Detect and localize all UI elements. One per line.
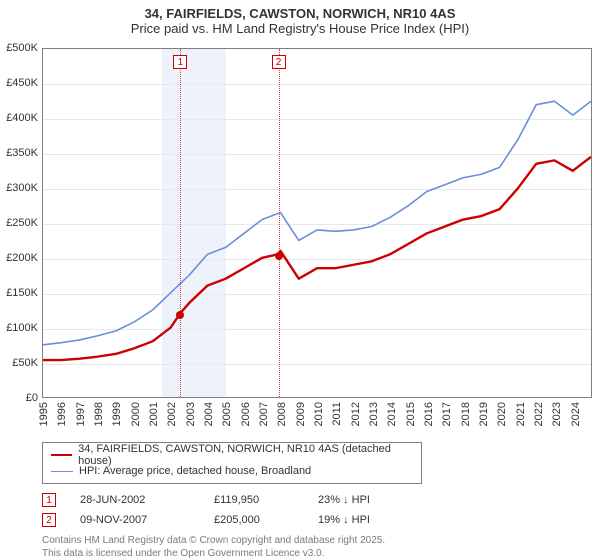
x-tick-label: 2014 [386, 402, 398, 426]
legend-swatch [51, 454, 72, 456]
y-tick-label: £450K [6, 77, 38, 89]
title-address: 34, FAIRFIELDS, CAWSTON, NORWICH, NR10 4… [0, 6, 600, 21]
sale-marker-box: 2 [272, 55, 286, 69]
series-hpi [43, 101, 591, 345]
x-tick-label: 2021 [515, 402, 527, 426]
x-tick-label: 1997 [75, 402, 87, 426]
x-tick-label: 2024 [570, 402, 582, 426]
sales-table: 1 28-JUN-2002 £119,950 23% ↓ HPI 2 09-NOV-200… [42, 490, 580, 530]
x-tick-label: 2017 [441, 402, 453, 426]
y-tick-label: £350K [6, 147, 38, 159]
y-tick-label: £400K [6, 112, 38, 124]
title-subtitle: Price paid vs. HM Land Registry's House … [0, 21, 600, 36]
y-axis: £0£50K£100K£150K£200K£250K£300K£350K£400… [0, 48, 40, 398]
sale-date: 28-JUN-2002 [80, 494, 190, 506]
x-tick-label: 2018 [460, 402, 472, 426]
chart-title: 34, FAIRFIELDS, CAWSTON, NORWICH, NR10 4… [0, 0, 600, 38]
x-tick-label: 1996 [56, 402, 68, 426]
y-tick-label: £250K [6, 217, 38, 229]
x-tick-label: 2007 [258, 402, 270, 426]
x-tick-label: 2019 [478, 402, 490, 426]
x-tick-label: 2000 [130, 402, 142, 426]
y-tick-label: £0 [26, 392, 38, 404]
x-axis: 1995199619971998199920002001200220032004… [42, 398, 592, 438]
x-tick-label: 2003 [185, 402, 197, 426]
x-tick-label: 2023 [551, 402, 563, 426]
legend-label: 34, FAIRFIELDS, CAWSTON, NORWICH, NR10 4… [78, 443, 413, 467]
sale-marker-line [180, 49, 181, 397]
sale-index-box: 2 [42, 513, 56, 527]
x-tick-label: 1998 [93, 402, 105, 426]
x-tick-label: 2010 [313, 402, 325, 426]
y-tick-label: £300K [6, 182, 38, 194]
x-tick-label: 2016 [423, 402, 435, 426]
sales-row: 1 28-JUN-2002 £119,950 23% ↓ HPI [42, 490, 580, 510]
line-layer [43, 49, 591, 397]
x-tick-label: 2012 [350, 402, 362, 426]
y-tick-label: £150K [6, 287, 38, 299]
footer-attribution: Contains HM Land Registry data © Crown c… [42, 534, 580, 560]
x-tick-label: 2013 [368, 402, 380, 426]
x-tick-label: 2006 [240, 402, 252, 426]
sale-index-box: 1 [42, 493, 56, 507]
x-tick-label: 1999 [111, 402, 123, 426]
series-property [43, 157, 591, 360]
x-tick-label: 2022 [533, 402, 545, 426]
sale-date: 09-NOV-2007 [80, 514, 190, 526]
sale-dot [176, 311, 184, 319]
sales-row: 2 09-NOV-2007 £205,000 19% ↓ HPI [42, 510, 580, 530]
plot-area: 12 [42, 48, 592, 398]
y-tick-label: £100K [6, 322, 38, 334]
x-tick-label: 2020 [496, 402, 508, 426]
x-tick-label: 2009 [295, 402, 307, 426]
x-tick-label: 2002 [166, 402, 178, 426]
sale-price: £119,950 [214, 494, 294, 506]
x-tick-label: 2011 [331, 402, 343, 426]
y-tick-label: £500K [6, 42, 38, 54]
x-tick-label: 2005 [221, 402, 233, 426]
x-tick-label: 1995 [38, 402, 50, 426]
chart: £0 £50K £100K £150K £200K £250K £300K £350K £400… [0, 38, 600, 438]
sale-dot [275, 252, 283, 260]
legend: 34, FAIRFIELDS, CAWSTON, NORWICH, NR10 4… [42, 442, 422, 484]
legend-item: 34, FAIRFIELDS, CAWSTON, NORWICH, NR10 4… [51, 447, 413, 463]
legend-label: HPI: Average price, detached house, Broa… [79, 465, 311, 477]
sale-delta: 23% ↓ HPI [318, 494, 418, 506]
legend-swatch [51, 471, 73, 472]
x-tick-label: 2004 [203, 402, 215, 426]
sale-delta: 19% ↓ HPI [318, 514, 418, 526]
sale-price: £205,000 [214, 514, 294, 526]
x-tick-label: 2001 [148, 402, 160, 426]
sale-marker-line [279, 49, 280, 397]
x-tick-label: 2015 [405, 402, 417, 426]
x-tick-label: 2008 [276, 402, 288, 426]
sale-marker-box: 1 [173, 55, 187, 69]
y-tick-label: £200K [6, 252, 38, 264]
footer-line1: Contains HM Land Registry data © Crown c… [42, 534, 580, 547]
footer-line2: This data is licensed under the Open Gov… [42, 547, 580, 560]
y-tick-label: £50K [12, 357, 38, 369]
